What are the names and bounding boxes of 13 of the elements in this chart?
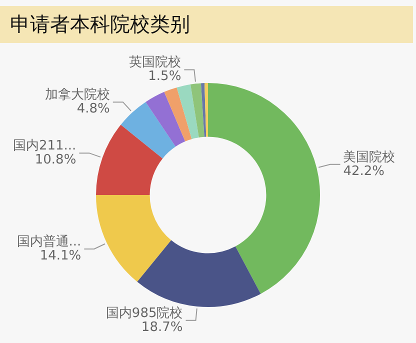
data-label: 18.7% <box>141 320 183 335</box>
chart-title: 申请者本科院校类别 <box>0 6 413 43</box>
slice-label: 国内985院校 <box>106 306 183 321</box>
slice-label: 国内普通... <box>16 233 82 250</box>
slice-label: 英国院校 <box>129 55 182 70</box>
slice-label: 国内211... <box>12 138 76 154</box>
data-label: 10.8% <box>34 152 76 168</box>
data-label: 14.1% <box>40 248 82 264</box>
data-label: 1.5% <box>148 69 182 84</box>
data-label: 4.8% <box>76 101 110 116</box>
data-label: 42.2% <box>343 164 385 179</box>
slice-label: 加拿大院校 <box>44 87 110 102</box>
slice-label: 美国院校 <box>343 148 396 165</box>
